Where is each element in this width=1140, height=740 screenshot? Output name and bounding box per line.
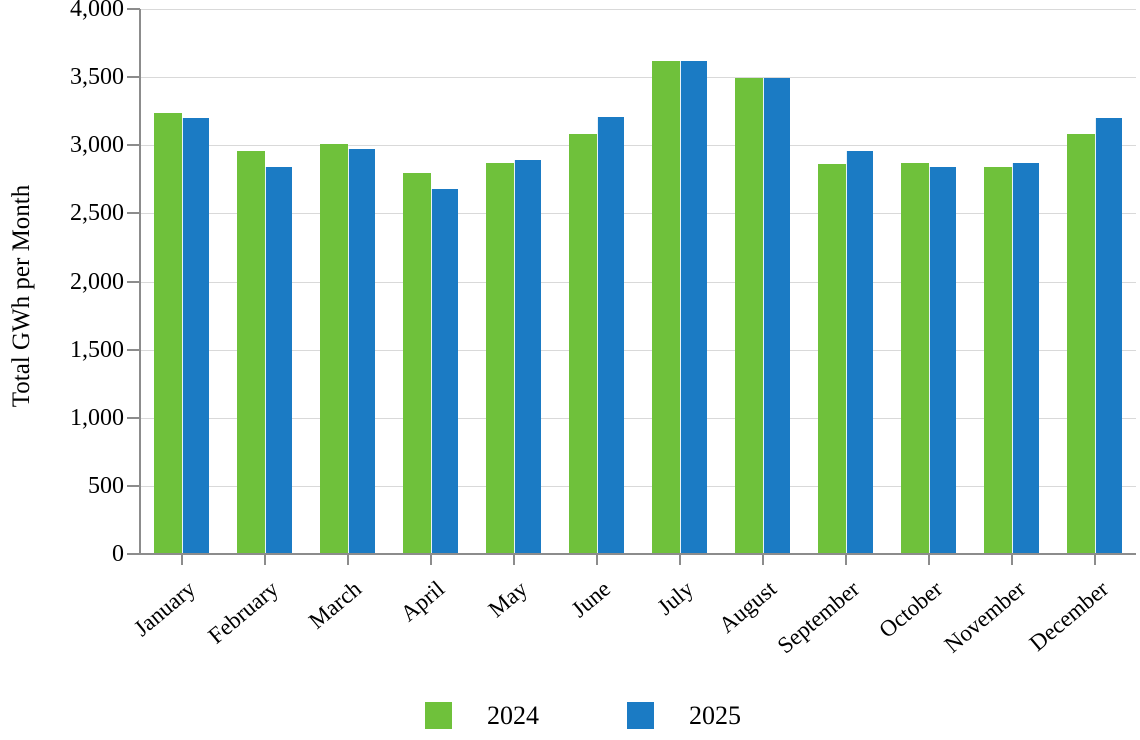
- legend-swatch-2025: [627, 702, 654, 729]
- y-tick-500: [127, 484, 140, 487]
- gridline-500: [140, 485, 1136, 487]
- y-tick-label-1000: 1,000: [70, 404, 124, 431]
- y-tick-label-4000: 4,000: [70, 0, 124, 22]
- y-tick-1000: [127, 416, 140, 419]
- y-tick-label-1500: 1,500: [70, 336, 124, 363]
- bar-2024-october: [901, 162, 929, 554]
- y-tick-3500: [127, 76, 140, 79]
- bar-2025-february: [264, 167, 292, 554]
- gridline-2500: [140, 213, 1136, 215]
- bar-2024-july: [652, 60, 680, 554]
- bar-2024-june: [569, 134, 597, 554]
- legend-swatch-2024: [425, 702, 452, 729]
- y-tick-label-3000: 3,000: [70, 132, 124, 159]
- bar-2025-august: [762, 78, 790, 554]
- y-tick-3000: [127, 144, 140, 147]
- y-tick-0: [127, 553, 140, 555]
- x-tick-may: [512, 555, 515, 565]
- bar-2025-june: [596, 116, 624, 554]
- gridline-4000: [140, 9, 1136, 10]
- x-tick-october: [927, 555, 930, 565]
- y-tick-label-2500: 2,500: [70, 200, 124, 227]
- x-axis-line: [139, 553, 1136, 555]
- bar-2025-november: [1011, 162, 1039, 554]
- bar-2025-january: [181, 118, 209, 554]
- x-tick-january: [180, 555, 183, 565]
- gridline-3500: [140, 77, 1136, 79]
- bar-2024-april: [403, 172, 431, 554]
- x-tick-november: [1010, 555, 1013, 565]
- gridline-2000: [140, 281, 1136, 283]
- y-tick-label-0: 0: [112, 541, 124, 567]
- bar-2024-november: [984, 167, 1012, 554]
- y-tick-label-3500: 3,500: [70, 64, 124, 91]
- x-tick-april: [429, 555, 432, 565]
- y-tick-2500: [127, 212, 140, 215]
- y-tick-label-500: 500: [88, 472, 124, 499]
- legend-label-2024: 2024: [487, 701, 539, 730]
- gridline-3000: [140, 145, 1136, 147]
- bar-2024-may: [486, 162, 514, 554]
- bar-2024-february: [237, 150, 265, 554]
- y-tick-1500: [127, 348, 140, 351]
- bar-2024-september: [818, 164, 846, 554]
- bar-2025-may: [513, 160, 541, 554]
- y-axis-line: [139, 9, 141, 555]
- bar-2025-october: [928, 167, 956, 554]
- gridline-1500: [140, 349, 1136, 351]
- bar-2024-march: [320, 143, 348, 554]
- x-tick-september: [844, 555, 847, 565]
- y-tick-4000: [127, 8, 140, 10]
- legend-label-2025: 2025: [689, 701, 741, 730]
- bar-2025-april: [430, 188, 458, 554]
- x-tick-march: [346, 555, 349, 565]
- y-tick-label-2000: 2,000: [70, 268, 124, 295]
- bar-2025-march: [347, 149, 375, 554]
- bar-2024-august: [735, 78, 763, 554]
- y-tick-2000: [127, 280, 140, 283]
- bar-2024-january: [154, 112, 182, 554]
- y-axis-title: Total GWh per Month: [8, 184, 35, 408]
- x-tick-february: [263, 555, 266, 565]
- x-tick-august: [761, 555, 764, 565]
- x-tick-december: [1093, 555, 1096, 565]
- bar-2024-december: [1067, 134, 1095, 554]
- x-tick-june: [595, 555, 598, 565]
- bar-2025-december: [1094, 118, 1122, 554]
- bar-2025-july: [679, 60, 707, 554]
- x-tick-label-december: December: [1024, 576, 1113, 656]
- x-tick-july: [678, 555, 681, 565]
- gridline-1000: [140, 417, 1136, 419]
- bar-2025-september: [845, 150, 873, 554]
